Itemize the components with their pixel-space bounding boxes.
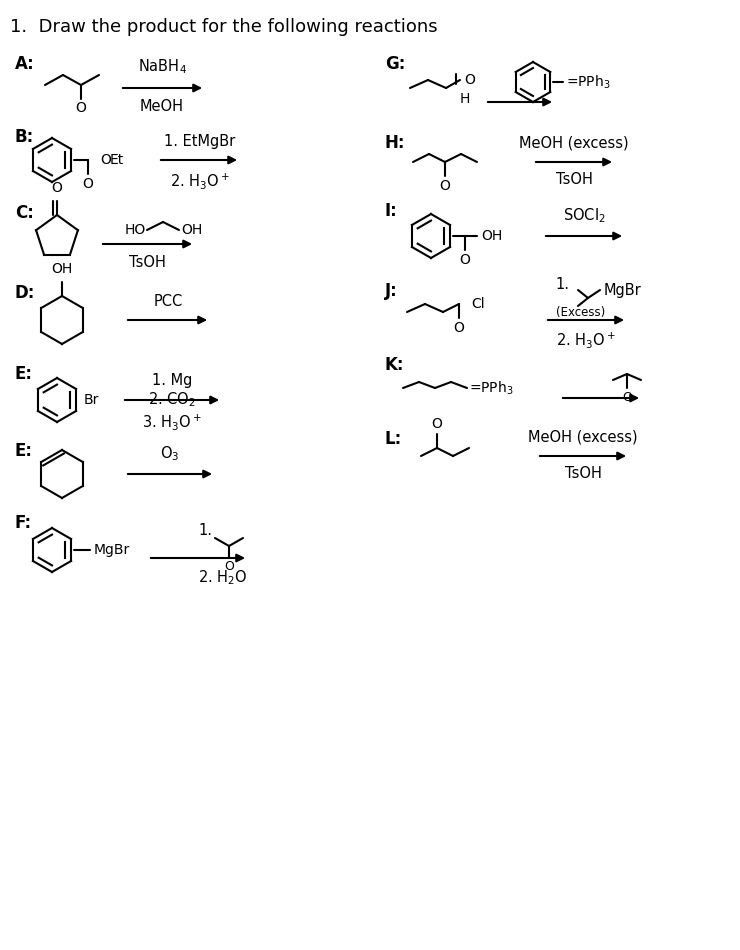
Text: O: O	[431, 417, 443, 431]
Text: O: O	[464, 73, 475, 87]
Text: A:: A:	[15, 55, 35, 73]
Text: E:: E:	[15, 365, 33, 383]
Text: (Excess): (Excess)	[556, 306, 605, 319]
Text: C:: C:	[15, 204, 34, 222]
Text: OH: OH	[51, 262, 73, 276]
Text: F:: F:	[15, 514, 32, 532]
Text: G:: G:	[385, 55, 406, 73]
Text: O: O	[440, 179, 451, 193]
Text: NaBH$_4$: NaBH$_4$	[138, 57, 186, 76]
Text: 1.  Draw the product for the following reactions: 1. Draw the product for the following re…	[10, 18, 437, 36]
Text: MgBr: MgBr	[604, 282, 642, 297]
Text: HO: HO	[125, 223, 147, 237]
Text: E:: E:	[15, 442, 33, 460]
Text: K:: K:	[385, 356, 405, 374]
Text: TsOH: TsOH	[556, 172, 593, 187]
Text: 1. EtMgBr: 1. EtMgBr	[164, 134, 235, 149]
Text: Cl: Cl	[471, 297, 485, 311]
Text: SOCl$_2$: SOCl$_2$	[562, 206, 605, 225]
Text: OH: OH	[481, 229, 502, 243]
Text: =PPh$_3$: =PPh$_3$	[469, 379, 514, 397]
Text: O: O	[52, 181, 62, 195]
Text: I:: I:	[385, 202, 398, 220]
Text: 2. H$_3$O$^+$: 2. H$_3$O$^+$	[556, 330, 616, 350]
Text: O$_3$: O$_3$	[161, 445, 180, 463]
Text: O: O	[460, 253, 471, 267]
Text: TsOH: TsOH	[129, 255, 166, 270]
Text: D:: D:	[15, 284, 36, 302]
Text: O: O	[83, 177, 93, 191]
Text: TsOH: TsOH	[565, 466, 602, 481]
Text: MeOH: MeOH	[140, 99, 184, 114]
Text: O: O	[100, 153, 111, 167]
Text: O: O	[224, 560, 234, 573]
Text: H: H	[460, 92, 471, 106]
Text: 2. H$_3$O$^+$: 2. H$_3$O$^+$	[170, 171, 230, 191]
Text: J:: J:	[385, 282, 398, 300]
Text: MeOH (excess): MeOH (excess)	[528, 430, 638, 445]
Text: Br: Br	[84, 393, 99, 407]
Text: L:: L:	[385, 430, 403, 448]
Text: O: O	[622, 391, 632, 404]
Text: 1. Mg: 1. Mg	[152, 373, 192, 388]
Text: H:: H:	[385, 134, 406, 152]
Text: PCC: PCC	[153, 294, 183, 309]
Text: B:: B:	[15, 128, 34, 146]
Text: 1.: 1.	[198, 523, 212, 538]
Text: MeOH (excess): MeOH (excess)	[519, 136, 629, 151]
Text: 1.: 1.	[555, 277, 569, 292]
Text: 2. H$_2$O: 2. H$_2$O	[198, 568, 247, 587]
Text: O: O	[75, 101, 87, 115]
Text: MgBr: MgBr	[94, 543, 130, 557]
Text: Et: Et	[110, 153, 124, 167]
Text: =PPh$_3$: =PPh$_3$	[566, 73, 610, 90]
Text: O: O	[454, 321, 465, 335]
Text: OH: OH	[181, 223, 202, 237]
Text: 3. H$_3$O$^+$: 3. H$_3$O$^+$	[142, 412, 202, 432]
Text: 2. CO$_2$: 2. CO$_2$	[148, 390, 196, 409]
